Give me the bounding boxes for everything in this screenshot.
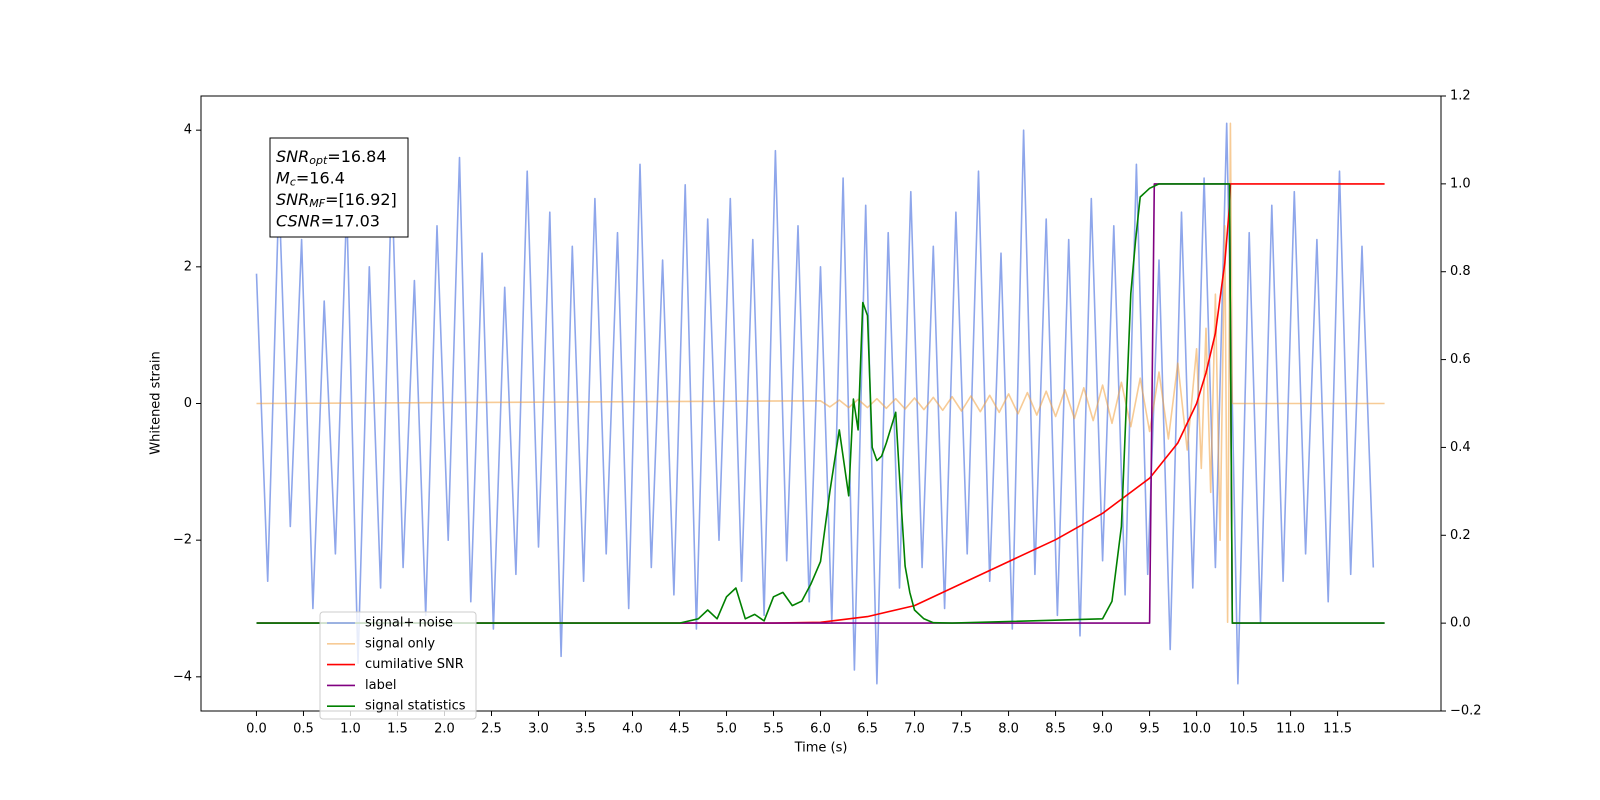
annotation-symbol: CSNR [276,211,321,230]
y-axis-label: Whitened strain [149,351,164,454]
annotation: SNRMF=[16.92] [276,190,397,211]
x-tick-label: 2.0 [434,722,455,737]
x-tick-label: 3.5 [575,722,596,737]
y-tick-label: 0 [184,396,192,411]
y2-tick-label: 0.0 [1450,616,1471,631]
series-line [256,122,1385,624]
x-tick-label: 7.5 [951,722,972,737]
y2-tick-label: 0.6 [1450,352,1471,367]
annotation: CSNR=17.03 [276,211,380,230]
x-tick-label: 0.5 [293,722,314,737]
x-axis-label: Time (s) [794,741,848,756]
y-tick-label: −2 [173,533,192,548]
annotation-subscript: opt [309,154,328,167]
series-line [256,183,1385,624]
y2-tick-label: 0.4 [1450,440,1471,455]
y-tick-label: −4 [173,669,192,684]
series-line [255,122,1375,685]
x-tick-label: 11.0 [1276,722,1305,737]
x-tick-label: 2.5 [481,722,502,737]
annotation-box: SNRopt=16.84Mc=16.4SNRMF=[16.92]CSNR=17.… [269,137,409,238]
legend-label: signal+ noise [365,616,453,631]
x-tick-label: 10.0 [1182,722,1211,737]
series-line [256,183,1385,624]
annotation-value: =16.84 [327,147,386,166]
x-tick-label: 8.0 [998,722,1019,737]
annotation-value: =17.03 [321,211,380,230]
legend-label: label [365,678,396,693]
annotation-symbol: SNR [276,190,309,209]
y-tick-label: 2 [184,259,192,274]
legend: signal+ noise signal only cumilative SNR la… [319,611,477,720]
x-tick-label: 0.0 [246,722,267,737]
legend-frame [319,611,477,720]
y2-tick-label: −0.2 [1450,704,1482,719]
y2-tick-label: 1.0 [1450,176,1471,191]
x-tick-label: 4.0 [622,722,643,737]
annotation-symbol: SNR [276,147,309,166]
y2-tick-label: 1.2 [1450,89,1471,104]
legend-label: signal statistics [365,699,466,714]
x-tick-label: 8.5 [1045,722,1066,737]
annotation-value: =16.4 [296,168,345,187]
legend-label: cumilative SNR [365,657,464,672]
y2-tick-label: 0.2 [1450,528,1471,543]
x-tick-label: 6.5 [857,722,878,737]
annotation-value: =[16.92] [325,190,397,209]
y-tick-label: 4 [184,123,192,138]
y2-tick-label: 0.8 [1450,264,1471,279]
x-tick-label: 4.5 [669,722,690,737]
x-tick-label: 10.5 [1229,722,1258,737]
x-tick-label: 5.0 [716,722,737,737]
annotation-subscript: c [290,176,296,189]
annotation: Mc=16.4 [276,168,345,189]
annotation-frame [269,137,409,238]
plot-area [255,122,1385,685]
x-tick-label: 9.5 [1139,722,1160,737]
x-tick-label: 11.5 [1323,722,1352,737]
x-tick-label: 7.0 [904,722,925,737]
x-tick-label: 5.5 [763,722,784,737]
x-tick-label: 1.0 [340,722,361,737]
annotation-subscript: MF [309,197,325,210]
annotation: SNRopt=16.84 [276,147,387,168]
x-tick-label: 9.0 [1092,722,1113,737]
x-tick-label: 1.5 [387,722,408,737]
legend-label: signal only [365,636,435,651]
x-tick-label: 6.0 [810,722,831,737]
x-tick-label: 3.0 [528,722,549,737]
annotation-symbol: M [276,168,290,187]
